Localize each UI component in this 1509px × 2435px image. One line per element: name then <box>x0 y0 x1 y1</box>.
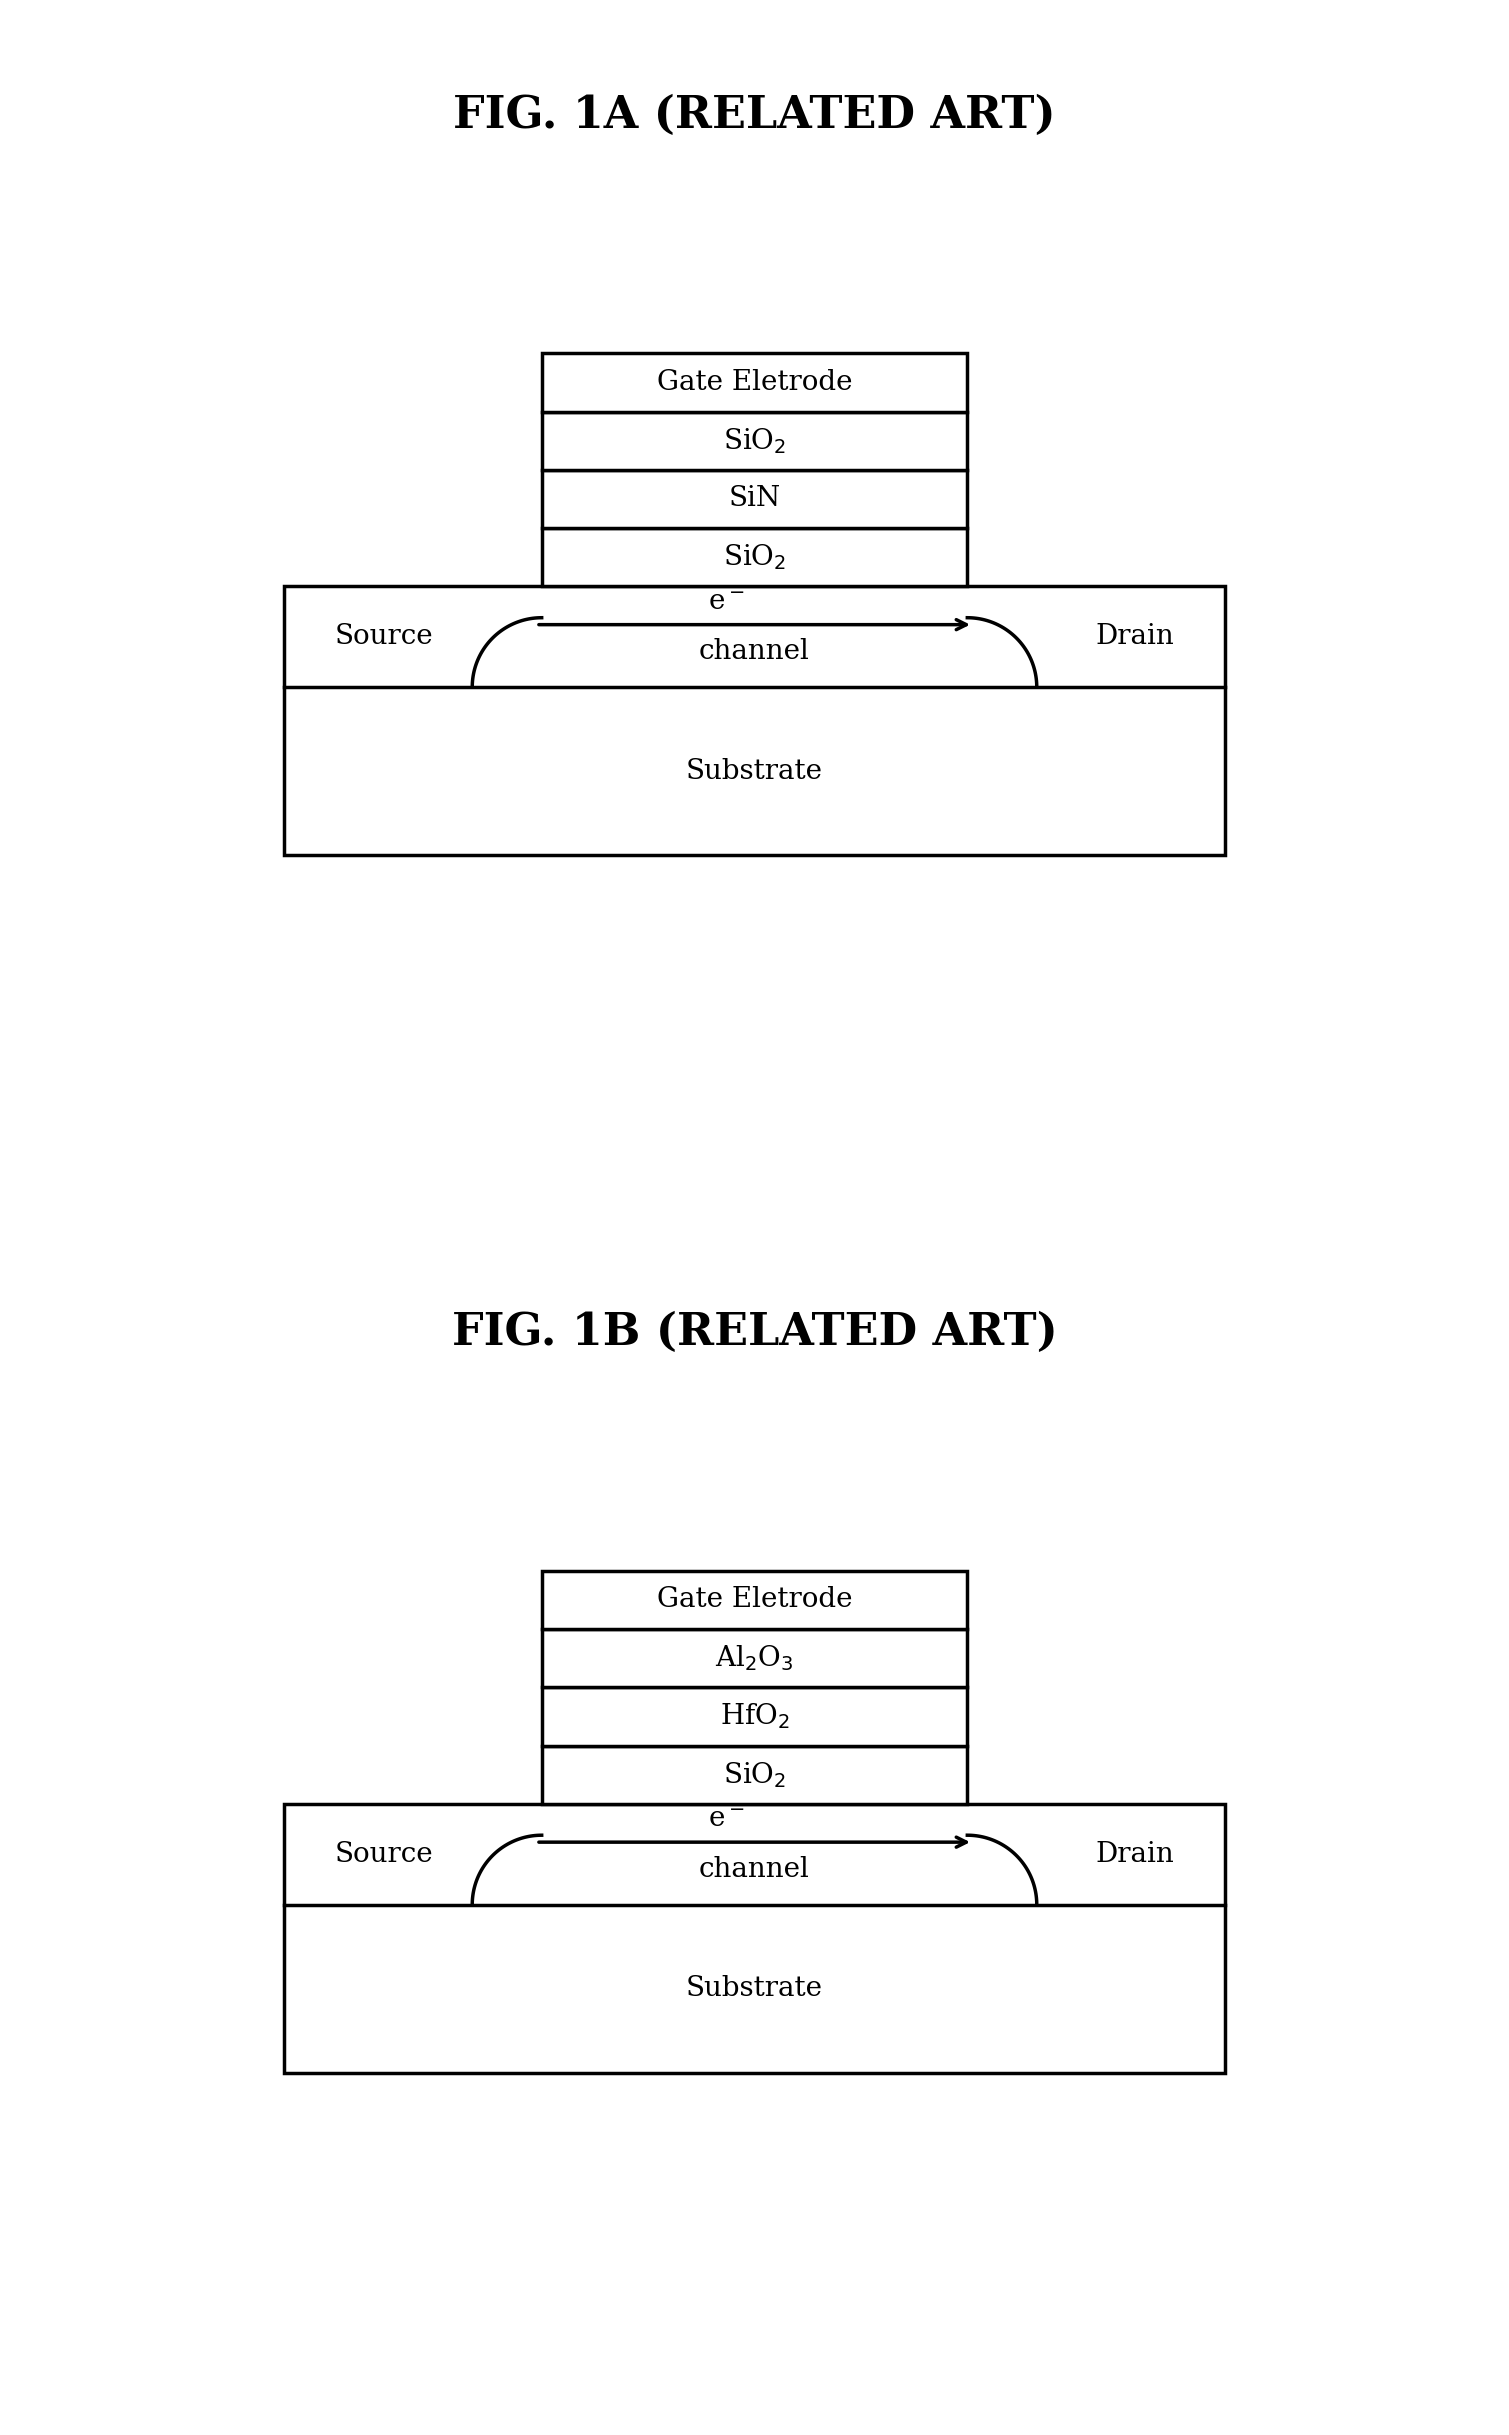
Text: e$^-$: e$^-$ <box>708 589 745 616</box>
Bar <box>542 528 967 587</box>
Bar <box>542 412 967 470</box>
Text: SiO$_2$: SiO$_2$ <box>723 543 786 572</box>
Text: channel: channel <box>699 638 810 665</box>
Bar <box>284 587 1225 855</box>
Text: Substrate: Substrate <box>687 757 822 784</box>
Text: channel: channel <box>699 1855 810 1882</box>
Text: Substrate: Substrate <box>687 1975 822 2002</box>
Text: Al$_2$O$_3$: Al$_2$O$_3$ <box>715 1644 794 1673</box>
Bar <box>542 470 967 528</box>
Text: e$^-$: e$^-$ <box>708 1807 745 1834</box>
Bar <box>542 1629 967 1687</box>
Text: Gate Eletrode: Gate Eletrode <box>656 1588 853 1614</box>
Text: Source: Source <box>335 623 433 650</box>
Text: SiN: SiN <box>729 485 780 511</box>
Text: SiO$_2$: SiO$_2$ <box>723 426 786 455</box>
Text: Source: Source <box>335 1841 433 1868</box>
Text: Drain: Drain <box>1096 623 1174 650</box>
Text: SiO$_2$: SiO$_2$ <box>723 1761 786 1790</box>
Text: FIG. 1B (RELATED ART): FIG. 1B (RELATED ART) <box>451 1310 1058 1354</box>
Bar <box>284 1804 1225 2072</box>
Bar <box>542 353 967 412</box>
Text: Drain: Drain <box>1096 1841 1174 1868</box>
Bar <box>542 1746 967 1804</box>
Text: Gate Eletrode: Gate Eletrode <box>656 370 853 397</box>
Text: FIG. 1A (RELATED ART): FIG. 1A (RELATED ART) <box>453 93 1056 136</box>
Text: HfO$_2$: HfO$_2$ <box>720 1702 789 1731</box>
Bar <box>542 1687 967 1746</box>
Bar <box>542 1571 967 1629</box>
